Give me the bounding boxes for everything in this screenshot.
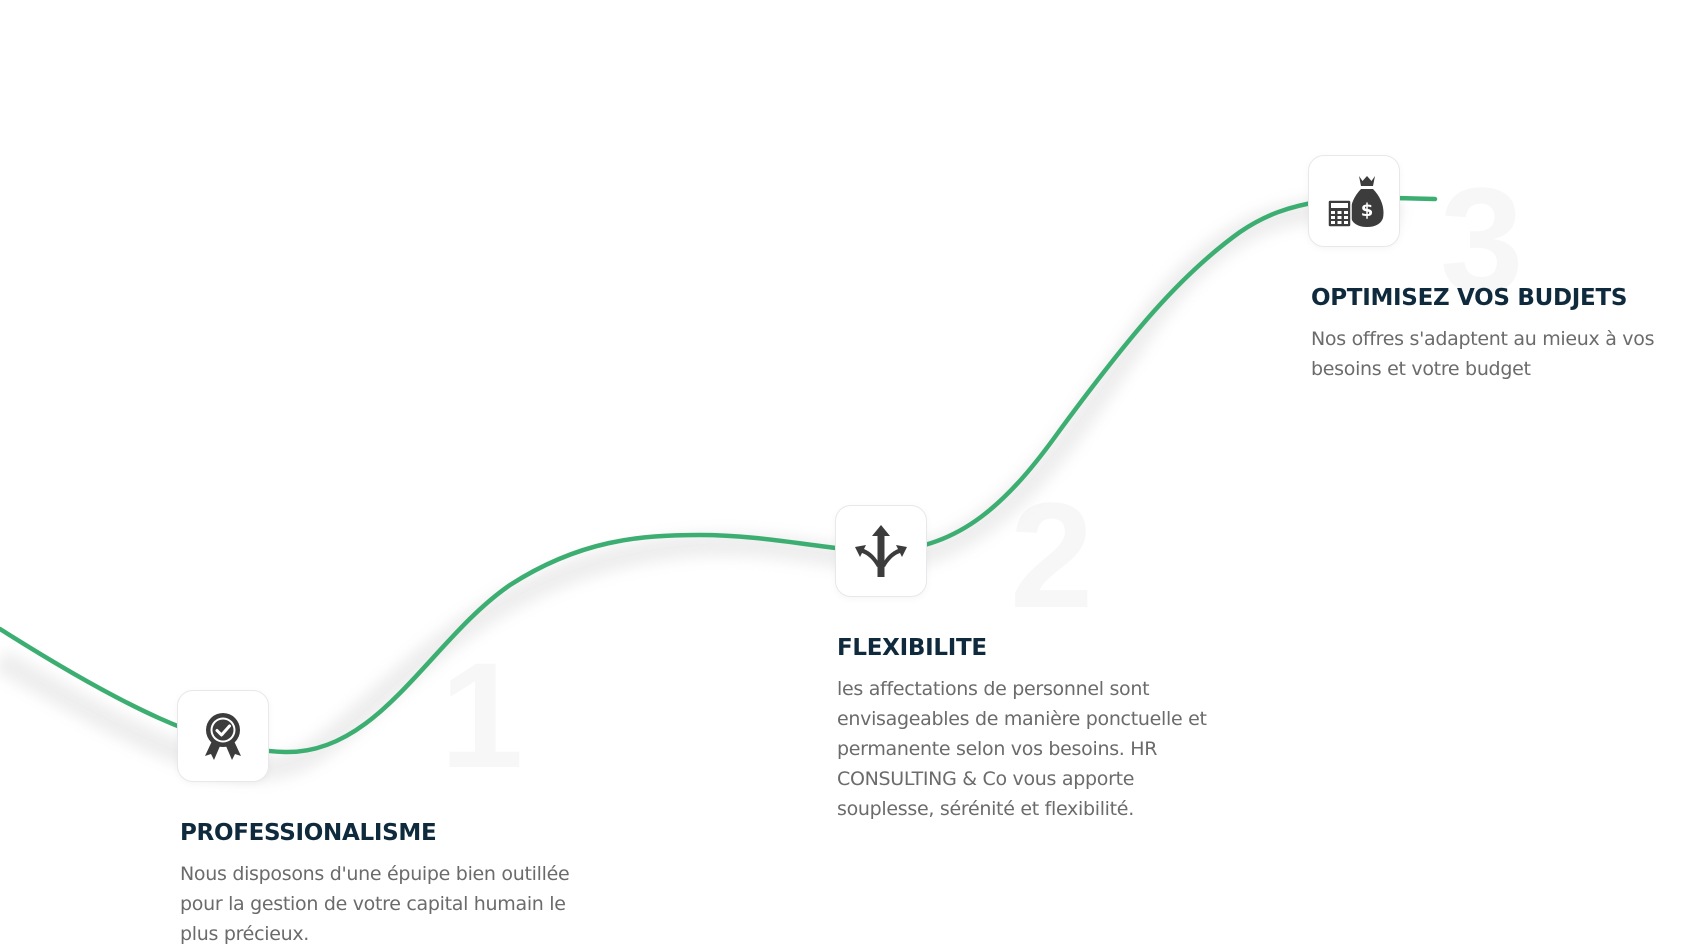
split-arrows-icon [855,525,907,577]
step-description-flexibilite: les affectations de personnel sont envis… [837,678,1207,820]
step-title-professionalisme: PROFESSIONALISME [180,820,437,846]
step-number-2: 2 [1010,471,1094,639]
step-title-flexibilite: FLEXIBILITE [837,635,987,661]
money-bag-calculator-icon: $ [1327,176,1384,228]
icon-box-optimisez-budjets: $ [1308,155,1400,247]
award-check-icon [205,713,241,760]
step-description-optimisez-budjets: Nos offres s'adaptent au mieux à vos bes… [1311,328,1655,380]
svg-text:$: $ [1361,200,1374,221]
step-number-3: 3 [1440,156,1524,324]
step-description-professionalisme: Nous disposons d'une épuipe bien outillé… [180,863,570,945]
icon-box-professionalisme [177,690,269,782]
step-title-optimisez-budjets: OPTIMISEZ VOS BUDJETS [1311,285,1628,311]
icon-box-flexibilite [835,505,927,597]
progress-curve-line [0,195,1438,755]
step-number-1: 1 [440,631,524,799]
